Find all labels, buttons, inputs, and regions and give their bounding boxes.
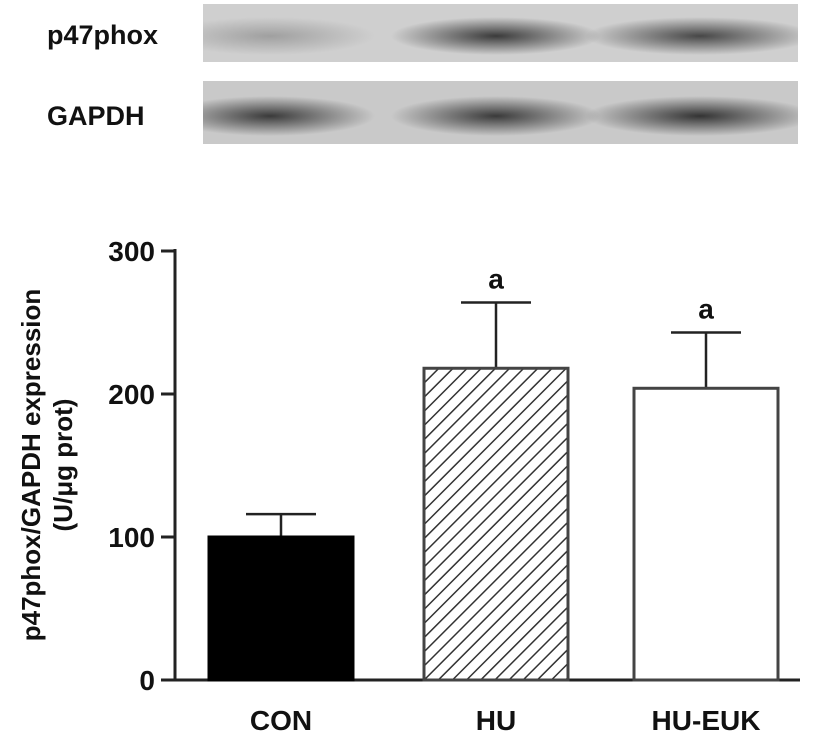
y-tick-label: 100 (108, 522, 155, 553)
y-tick-label: 200 (108, 379, 155, 410)
bar-hu (422, 366, 570, 682)
significance-label-hu: a (488, 263, 504, 294)
blot-label-p47phox: p47phox (47, 20, 159, 50)
y-axis-label-unit: (U/μg prot) (48, 399, 78, 532)
y-axis-label: p47phox/GAPDH expression (16, 289, 46, 642)
y-tick-label: 0 (139, 665, 155, 696)
x-tick-label-hu: HU (476, 705, 516, 736)
x-tick-label-con: CON (250, 705, 312, 736)
significance-label-hu-euk: a (698, 294, 714, 325)
blot-label-gapdh: GAPDH (47, 101, 145, 131)
blot-strip-gapdh (203, 81, 798, 144)
y-tick-label: 300 (108, 236, 155, 267)
bar-con (207, 535, 355, 682)
bar-hu-euk (632, 386, 780, 682)
blot-strip-p47phox (203, 4, 798, 62)
x-tick-label-hu-euk: HU-EUK (652, 705, 761, 736)
